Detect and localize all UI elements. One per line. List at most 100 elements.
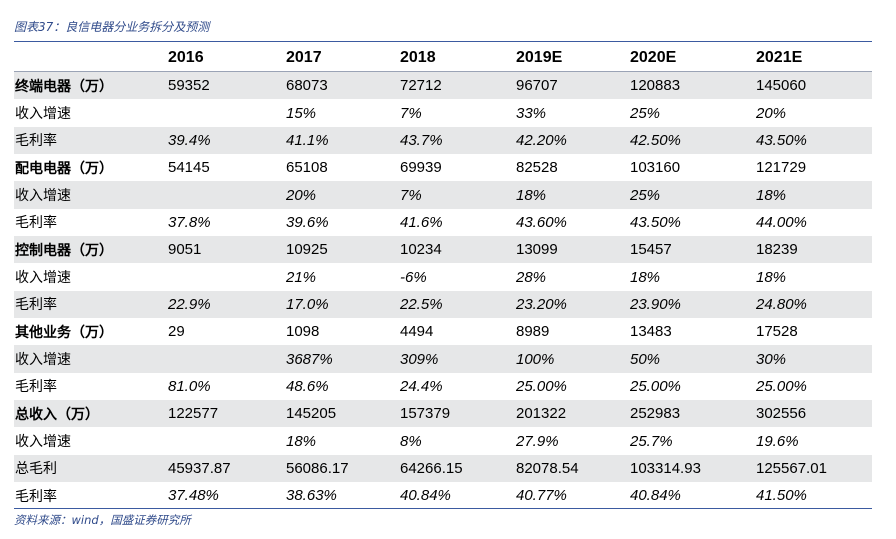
- table-row: 收入增速 20% 7% 18% 25% 18%: [14, 181, 872, 209]
- table-cell: 145205: [285, 400, 399, 428]
- header-cell: 2018: [399, 44, 515, 72]
- table-row: 毛利率 81.0% 48.6% 24.4% 25.00% 25.00% 25.00%: [14, 373, 872, 400]
- table-cell: 42.50%: [629, 126, 755, 155]
- table-cell: 22.5%: [399, 290, 515, 319]
- table-cell: 42.20%: [515, 126, 629, 155]
- table-cell: 13099: [515, 236, 629, 264]
- table-cell: 25.7%: [630, 432, 673, 450]
- table-cell: 22.9%: [167, 290, 285, 319]
- table-cell: 302556: [755, 400, 872, 428]
- header-cell: 2019E: [515, 44, 629, 72]
- row-label: 收入增速: [15, 106, 71, 123]
- table-cell: 103314.93: [629, 454, 755, 483]
- table-row: 毛利率 39.4% 41.1% 43.7% 42.20% 42.50% 43.50%: [14, 126, 872, 155]
- table-cell: 82078.54: [515, 454, 629, 483]
- table-cell: 10234: [399, 236, 515, 264]
- row-label: 收入增速: [14, 181, 167, 209]
- row-label: 控制电器（万）: [14, 236, 167, 264]
- table-cell: 103160: [630, 159, 681, 177]
- table-cell: 40.77%: [516, 487, 567, 505]
- row-label: 其他业务（万）: [15, 324, 113, 341]
- row-label: 毛利率: [14, 126, 167, 155]
- table-cell: 43.7%: [399, 126, 515, 155]
- table-cell: 37.48%: [168, 487, 219, 505]
- table-cell: 20%: [285, 181, 399, 209]
- table-row: 收入增速 21% -6% 28% 18% 18%: [14, 263, 872, 290]
- table-cell: 30%: [755, 345, 872, 373]
- row-label: 总收入（万）: [14, 400, 167, 428]
- table-cell: 43.60%: [516, 213, 567, 231]
- table-cell: 10925: [285, 236, 399, 264]
- table-cell: 125567.01: [755, 454, 872, 483]
- row-label: 毛利率: [15, 215, 57, 232]
- table-cell: 100%: [515, 345, 629, 373]
- top-rule: [14, 41, 872, 42]
- table-cell: 44.00%: [756, 213, 807, 231]
- row-label: 收入增速: [15, 270, 71, 287]
- table-cell: 18%: [755, 181, 872, 209]
- table-cell: 41.1%: [285, 126, 399, 155]
- table-cell: [167, 345, 285, 373]
- table-row: 毛利率 22.9% 17.0% 22.5% 23.20% 23.90% 24.80%: [14, 290, 872, 319]
- table-cell: 9051: [167, 236, 285, 264]
- table-cell: 29: [168, 323, 185, 341]
- table-cell: 25.00%: [630, 377, 681, 395]
- table-cell: 145060: [755, 71, 872, 100]
- table-body: 终端电器（万） 59352 68073 72712 96707 120883 145060 收…: [14, 71, 872, 510]
- table-caption: 图表37：良信电器分业务拆分及预测: [14, 20, 210, 34]
- table-cell: 72712: [399, 71, 515, 100]
- table-cell: 20%: [756, 104, 787, 122]
- table-cell: 121729: [756, 159, 807, 177]
- table-cell: 23.20%: [515, 290, 629, 319]
- forecast-table: 2016 2017 2018 2019E 2020E 2021E 终端电器（万）…: [14, 44, 872, 510]
- source-note: 资料来源：wind，国盛证券研究所: [14, 513, 191, 527]
- row-label: 收入增速: [15, 434, 71, 451]
- table-cell: 3687%: [285, 345, 399, 373]
- table-cell: -6%: [400, 268, 427, 286]
- header-cell: 2016: [167, 44, 285, 72]
- table-cell: 157379: [399, 400, 515, 428]
- table-row: 毛利率 37.48% 38.63% 40.84% 40.77% 40.84% 41.50%: [14, 482, 872, 509]
- table-cell: 1098: [286, 323, 320, 341]
- row-label: 收入增速: [14, 345, 167, 373]
- table-cell: 39.4%: [167, 126, 285, 155]
- table-row: 控制电器（万） 9051 10925 10234 13099 15457 18239: [14, 236, 872, 264]
- row-label: 毛利率: [15, 379, 57, 396]
- table-cell: 15457: [629, 236, 755, 264]
- table-cell: [167, 181, 285, 209]
- table-cell: 25%: [629, 181, 755, 209]
- table-row: 其他业务（万） 29 1098 4494 8989 13483 17528: [14, 318, 872, 345]
- table-cell: 17528: [756, 323, 798, 341]
- table-cell: 18%: [286, 432, 317, 450]
- table-cell: 37.8%: [168, 213, 211, 231]
- table-cell: 45937.87: [167, 454, 285, 483]
- row-label: 配电电器（万）: [15, 160, 113, 177]
- table-row: 总毛利 45937.87 56086.17 64266.15 82078.54 10331…: [14, 454, 872, 483]
- table-cell: 59352: [167, 71, 285, 100]
- table-cell: 81.0%: [168, 377, 211, 395]
- table-row: 收入增速 3687% 309% 100% 50% 30%: [14, 345, 872, 373]
- row-label: 总毛利: [14, 454, 167, 483]
- table-cell: 252983: [629, 400, 755, 428]
- table-cell: 65108: [286, 159, 328, 177]
- table-cell: 39.6%: [286, 213, 329, 231]
- table-cell: 56086.17: [285, 454, 399, 483]
- header-row: 2016 2017 2018 2019E 2020E 2021E: [14, 44, 872, 72]
- row-label: 终端电器（万）: [14, 71, 167, 100]
- table-cell: [167, 263, 285, 290]
- table-cell: 7%: [399, 181, 515, 209]
- table-cell: 43.50%: [755, 126, 872, 155]
- table-cell: 17.0%: [285, 290, 399, 319]
- row-label: 毛利率: [14, 290, 167, 319]
- table-cell: 69939: [400, 159, 442, 177]
- table-cell: [167, 99, 285, 126]
- table-cell: 23.90%: [629, 290, 755, 319]
- table-cell: 18%: [630, 268, 661, 286]
- table-cell: 122577: [167, 400, 285, 428]
- table-cell: 41.50%: [756, 487, 807, 505]
- table-cell: 33%: [516, 104, 547, 122]
- table-cell: 18%: [515, 181, 629, 209]
- table-cell: 25.00%: [516, 377, 567, 395]
- table-cell: 48.6%: [286, 377, 329, 395]
- row-label: 毛利率: [15, 488, 57, 505]
